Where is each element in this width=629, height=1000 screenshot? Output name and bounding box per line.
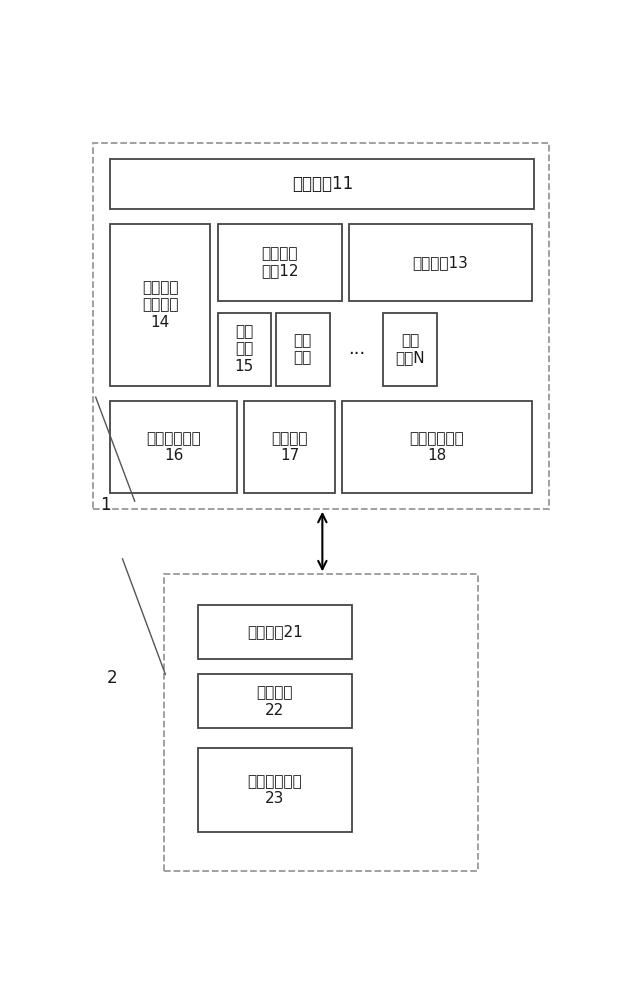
Text: 速度控制
模块12: 速度控制 模块12 [261,246,298,279]
Text: 分发
模块
15: 分发 模块 15 [235,324,254,374]
Bar [276,312,330,386]
Bar [198,605,352,659]
Bar [245,401,335,493]
Bar [110,224,210,386]
Text: 分发
模块: 分发 模块 [294,333,312,365]
Bar [198,748,352,832]
Bar [218,224,342,301]
Text: ...: ... [348,340,365,358]
Bar [164,574,479,871]
Text: 验识模块
22: 验识模块 22 [257,685,293,718]
Text: 1: 1 [101,496,111,514]
Text: 2: 2 [107,669,118,687]
Bar [342,401,532,493]
Text: 日志管理13: 日志管理13 [413,255,469,270]
Text: 媒体获取
管理模块
14: 媒体获取 管理模块 14 [142,280,179,330]
Bar [93,143,549,509]
Bar [218,312,271,386]
Bar [110,401,237,493]
Text: 切分模块
17: 切分模块 17 [271,431,308,463]
Text: 标识添加模块
18: 标识添加模块 18 [409,431,464,463]
Text: 文件合并模块
23: 文件合并模块 23 [247,774,302,806]
Bar [349,224,532,301]
Bar [383,312,437,386]
Text: 分发
模块N: 分发 模块N [395,333,425,365]
Bar [198,674,352,728]
Text: 接收模块21: 接收模块21 [247,625,303,640]
Bar [110,158,535,209]
Text: 文件管理模块
16: 文件管理模块 16 [147,431,201,463]
Text: 调度模块11: 调度模块11 [292,175,353,193]
